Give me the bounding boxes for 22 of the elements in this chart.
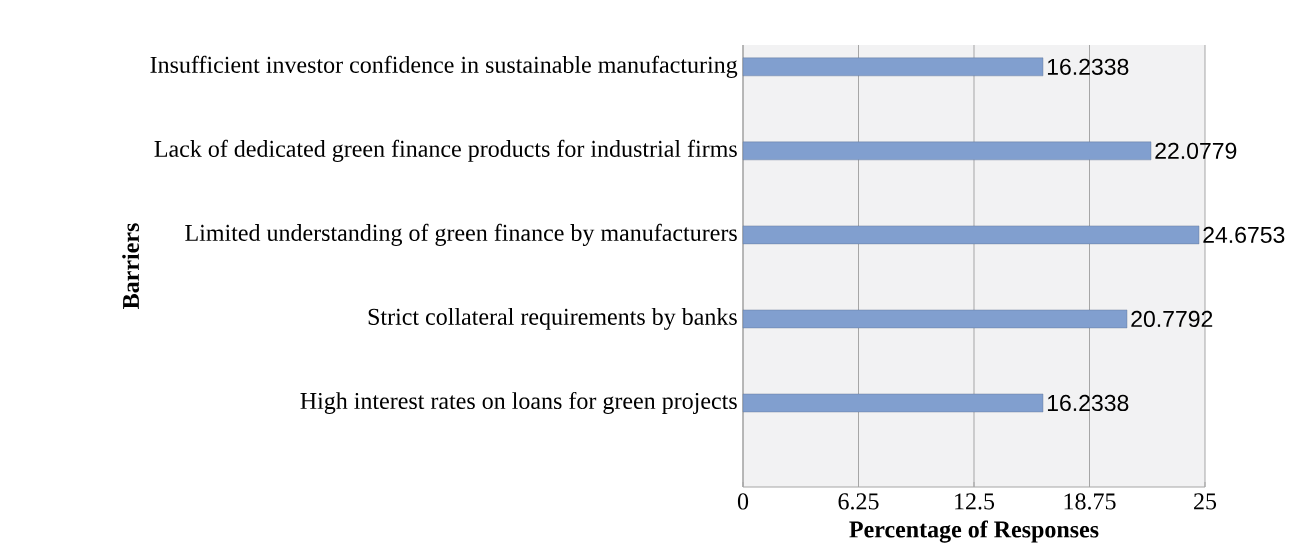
y-tick-label: High interest rates on loans for green projects [300, 391, 737, 415]
x-tick-label: 18.75 [1064, 493, 1116, 510]
y-tick-label: Lack of dedicated green finance products for industrial firms [154, 139, 737, 162]
data-label: 22.0779 [1155, 142, 1237, 160]
y-tick-label: Strict collateral requirements by banks [368, 308, 737, 330]
data-label: 16.2338 [1047, 394, 1129, 412]
x-axis-title: Percentage of Responses [849, 520, 1099, 543]
data-label: 20.7792 [1131, 310, 1213, 328]
x-tick-label: 25 [1194, 493, 1217, 510]
y-tick-label: Limited understanding of green finance by manufacturers [185, 223, 737, 246]
data-label: 24.6753 [1203, 226, 1285, 244]
bar [742, 225, 1200, 245]
bar [742, 57, 1044, 77]
y-tick-label: Insufficient investor confidence in sustainable manufacturing [150, 55, 738, 78]
x-tick-label: 12.5 [955, 493, 995, 510]
bar [742, 309, 1128, 329]
x-tick-label: 6.25 [838, 493, 879, 510]
bar [742, 141, 1152, 161]
y-axis-title: Barriers [122, 223, 140, 309]
x-tick-label: 0 [737, 493, 749, 510]
bar [742, 393, 1044, 413]
data-label: 16.2338 [1047, 58, 1129, 75]
